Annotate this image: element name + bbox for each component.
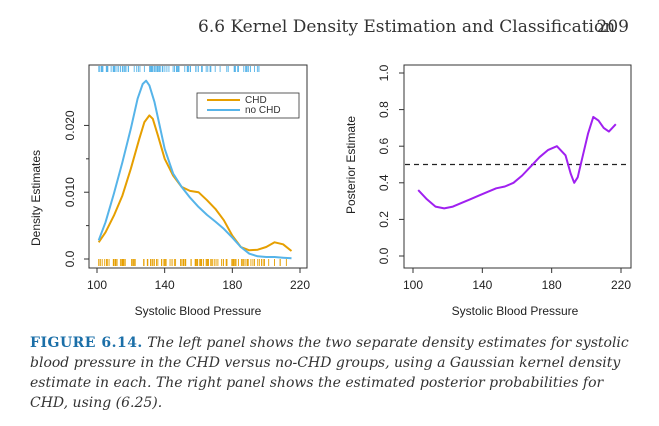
left-axes: 100 140 180 220 0.0 0.010 0.020 bbox=[63, 98, 310, 292]
legend-label-no-chd: no CHD bbox=[245, 105, 281, 116]
left-y-tick-label: 0.020 bbox=[63, 110, 77, 140]
right-x-axis-label: Systolic Blood Pressure bbox=[452, 304, 579, 318]
right-x-tick-label: 140 bbox=[472, 278, 492, 292]
right-y-tick-label: 1.0 bbox=[377, 64, 391, 81]
posterior-line bbox=[417, 115, 617, 210]
left-x-tick-label: 180 bbox=[222, 278, 242, 292]
chd-density-line bbox=[97, 114, 293, 252]
page-header: 6.6 Kernel Density Estimation and Classi… bbox=[0, 17, 659, 41]
left-x-tick-label: 140 bbox=[155, 278, 175, 292]
figure-caption: FIGURE 6.14. The left panel shows the tw… bbox=[30, 333, 640, 413]
no-chd-density-line bbox=[97, 79, 292, 260]
right-x-tick-label: 100 bbox=[403, 278, 423, 292]
figure-label: FIGURE 6.14. bbox=[30, 335, 143, 351]
left-panel: 100 140 180 220 0.0 0.010 0.020 CHD no CHD Sys… bbox=[29, 64, 310, 318]
right-y-tick-label: 0.8 bbox=[377, 101, 391, 118]
page-number: 209 bbox=[596, 17, 629, 37]
right-y-tick-label: 0.6 bbox=[377, 138, 391, 155]
legend-box bbox=[196, 92, 300, 119]
legend: CHD no CHD bbox=[196, 92, 300, 119]
left-x-axis-label: Systolic Blood Pressure bbox=[135, 304, 262, 318]
right-y-tick-label: 0.0 bbox=[377, 247, 391, 264]
left-x-tick-label: 100 bbox=[87, 278, 107, 292]
rug-chd bbox=[98, 259, 287, 266]
right-axes: 100 140 180 220 0.0 0.2 0.4 0.6 0.8 1.0 bbox=[377, 64, 631, 292]
left-y-tick-label: 0.010 bbox=[63, 177, 77, 207]
caption-text: The left panel shows the two separate de… bbox=[30, 335, 629, 411]
right-plot-frame bbox=[403, 64, 632, 269]
section-title: 6.6 Kernel Density Estimation and Classi… bbox=[198, 17, 616, 37]
left-y-tick-label: 0.0 bbox=[63, 250, 77, 267]
right-y-axis-label: Posterior Estimate bbox=[344, 116, 358, 214]
right-x-tick-label: 220 bbox=[611, 278, 631, 292]
rug-no-chd bbox=[98, 66, 260, 72]
right-y-tick-label: 0.2 bbox=[377, 211, 391, 228]
right-panel: 100 140 180 220 0.0 0.2 0.4 0.6 0.8 1.0 Systolic … bbox=[344, 64, 632, 318]
left-x-tick-label: 220 bbox=[290, 278, 310, 292]
left-y-axis-label: Density Estimates bbox=[29, 150, 43, 246]
right-x-tick-label: 180 bbox=[542, 278, 562, 292]
figure: 100 140 180 220 0.0 0.010 0.020 CHD no CHD Sys… bbox=[29, 64, 632, 318]
posterior-curve bbox=[417, 115, 617, 210]
right-y-tick-label: 0.4 bbox=[377, 174, 391, 191]
density-curves bbox=[97, 79, 293, 260]
legend-label-chd: CHD bbox=[245, 95, 267, 106]
